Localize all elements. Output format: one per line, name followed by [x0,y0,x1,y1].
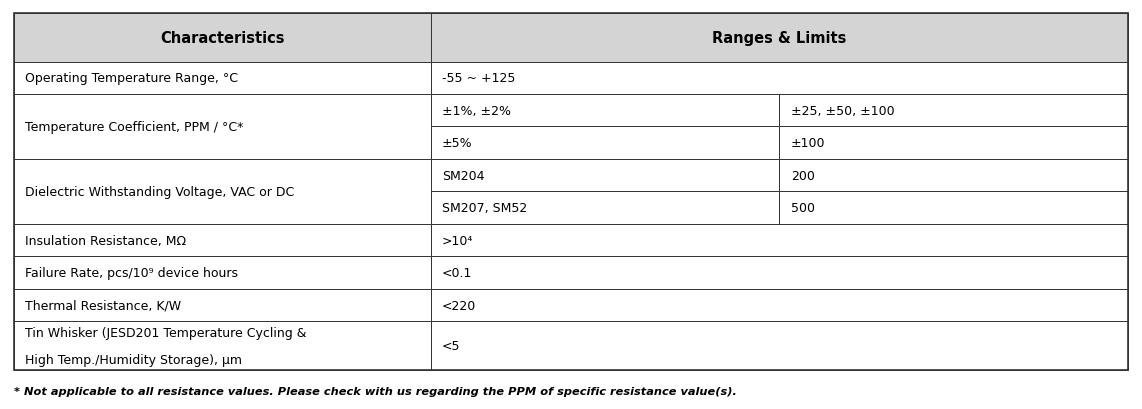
Text: ±1%, ±2%: ±1%, ±2% [442,104,510,117]
Text: SM204: SM204 [442,169,484,182]
Bar [14,14,431,63]
Text: ±5%: ±5% [442,137,473,150]
Text: 500: 500 [791,202,815,215]
Text: * Not applicable to all resistance values. Please check with us regarding the PP: * Not applicable to all resistance value… [14,386,737,396]
Text: ±100: ±100 [791,137,826,150]
Bar [431,95,780,127]
Bar [780,160,1128,192]
Bar [431,289,1128,321]
Bar [14,257,431,289]
Text: Operating Temperature Range, °C: Operating Temperature Range, °C [25,72,239,85]
Bar [14,63,431,95]
Text: ±25, ±50, ±100: ±25, ±50, ±100 [791,104,894,117]
Bar [431,321,1128,370]
Bar [431,192,780,225]
Text: 200: 200 [791,169,814,182]
Text: -55 ~ +125: -55 ~ +125 [442,72,515,85]
Bar [14,289,431,321]
Bar [431,14,1128,63]
Text: <5: <5 [442,339,460,352]
Text: Thermal Resistance, K/W: Thermal Resistance, K/W [25,299,182,312]
Bar [431,257,1128,289]
Text: Ranges & Limits: Ranges & Limits [713,31,846,46]
Bar [14,225,431,257]
Bar [780,192,1128,225]
Bar [780,95,1128,127]
Bar [431,225,1128,257]
Text: <0.1: <0.1 [442,267,473,279]
Text: Characteristics: Characteristics [160,31,284,46]
Bar [14,160,431,225]
Bar [14,321,431,370]
Bar [780,127,1128,160]
Bar [431,160,780,192]
Text: Tin Whisker (JESD201 Temperature Cycling &: Tin Whisker (JESD201 Temperature Cycling… [25,326,306,339]
Text: SM207, SM52: SM207, SM52 [442,202,528,215]
Text: Insulation Resistance, MΩ: Insulation Resistance, MΩ [25,234,186,247]
Bar [14,95,431,160]
Bar [431,63,1128,95]
Text: <220: <220 [442,299,476,312]
Text: Failure Rate, pcs/10⁹ device hours: Failure Rate, pcs/10⁹ device hours [25,267,239,279]
Text: High Temp./Humidity Storage), μm: High Temp./Humidity Storage), μm [25,353,242,366]
Bar [431,127,780,160]
Bar [14,14,1128,370]
Text: >10⁴: >10⁴ [442,234,473,247]
Text: Dielectric Withstanding Voltage, VAC or DC: Dielectric Withstanding Voltage, VAC or … [25,185,295,198]
Text: Temperature Coefficient, PPM / °C*: Temperature Coefficient, PPM / °C* [25,121,243,134]
